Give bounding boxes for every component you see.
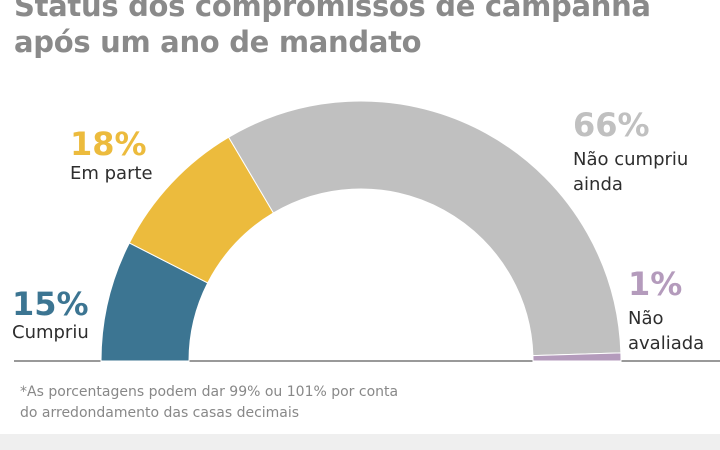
label-nao-avaliada-text-1: Não (628, 308, 664, 329)
label-nao-cumpriu-text-1: Não cumpriu (573, 149, 689, 170)
label-em-parte-pct: 18% (70, 125, 147, 163)
label-nao-cumpriu-text-2: ainda (573, 174, 623, 195)
label-nao-cumpriu-pct: 66% (573, 106, 650, 144)
chart-title: Status dos compromissos de campanha após… (14, 0, 651, 60)
label-nao-avaliada-text-2: avaliada (628, 333, 705, 354)
arc-nao-avaliada (532, 352, 622, 362)
arc-nao-cumpriu-ainda (227, 100, 622, 357)
label-em-parte-text: Em parte (70, 163, 153, 184)
label-cumpriu-pct: 15% (12, 285, 89, 323)
chart-title-line-1: Status dos compromissos de campanha (14, 0, 651, 23)
footnote-line-1: *As porcentagens podem dar 99% ou 101% p… (20, 384, 399, 400)
footnote: *As porcentagens podem dar 99% ou 101% p… (20, 382, 450, 424)
chart-arcs (100, 100, 622, 362)
chart-title-line-2: após um ano de mandato (14, 25, 422, 59)
footnote-line-2: do arredondamento das casas decimais (20, 405, 300, 421)
label-nao-avaliada-pct: 1% (628, 265, 683, 303)
label-cumpriu-text: Cumpriu (12, 322, 89, 343)
footer-band (0, 434, 720, 450)
